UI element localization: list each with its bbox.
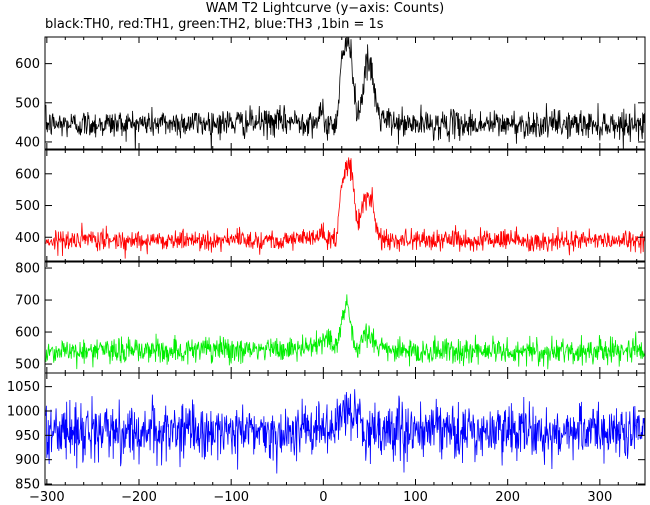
y-tick-label: 500	[15, 96, 40, 111]
y-tick-label: 400	[15, 135, 40, 150]
panel-th0: 400 500 600	[15, 36, 646, 150]
panel-frame	[44, 260, 646, 374]
x-tick-label: 200	[495, 490, 520, 505]
panel-th1: 400 500 600	[15, 149, 646, 263]
y-tick-label: 1000	[7, 404, 40, 419]
series-th1-line	[45, 157, 645, 259]
panel-th3: 850 900 950 1000 1050	[7, 372, 646, 493]
x-tick-label: −100	[213, 490, 249, 505]
series-th2-line	[45, 294, 645, 370]
y-tick-label: 500	[15, 358, 40, 373]
y-tick-label: 800	[15, 262, 40, 277]
chart-panels: 400 500 600 400 500 600 500 600 700 800 850 900 950 1…	[7, 36, 646, 493]
y-tick-label: 700	[15, 294, 40, 309]
panel-frame	[44, 36, 646, 150]
y-tick-label: 600	[15, 167, 40, 182]
y-tick-label: 900	[15, 453, 40, 468]
y-tick-label: 850	[15, 478, 40, 493]
chart-title: WAM T2 Lightcurve (y−axis: Counts)	[205, 1, 445, 16]
y-tick-label: 500	[15, 199, 40, 214]
series-th3-line	[45, 389, 645, 474]
y-tick-label: 950	[15, 429, 40, 444]
y-tick-label: 1050	[7, 380, 40, 395]
x-tick-label: 300	[587, 490, 612, 505]
chart-subtitle: black:TH0, red:TH1, green:TH2, blue:TH3 …	[45, 17, 384, 32]
series-th0-line	[45, 37, 645, 149]
y-tick-label: 400	[15, 231, 40, 246]
x-tick-label: −300	[29, 490, 65, 505]
y-tick-label: 600	[15, 326, 40, 341]
x-axis: −300 −200 −100 0 100 200 300	[29, 490, 612, 505]
panel-th2: 500 600 700 800	[15, 260, 646, 374]
x-tick-label: −200	[121, 490, 157, 505]
x-tick-label: 100	[403, 490, 428, 505]
x-tick-label: 0	[319, 490, 327, 505]
panel-frame	[44, 372, 646, 486]
y-tick-label: 600	[15, 57, 40, 72]
